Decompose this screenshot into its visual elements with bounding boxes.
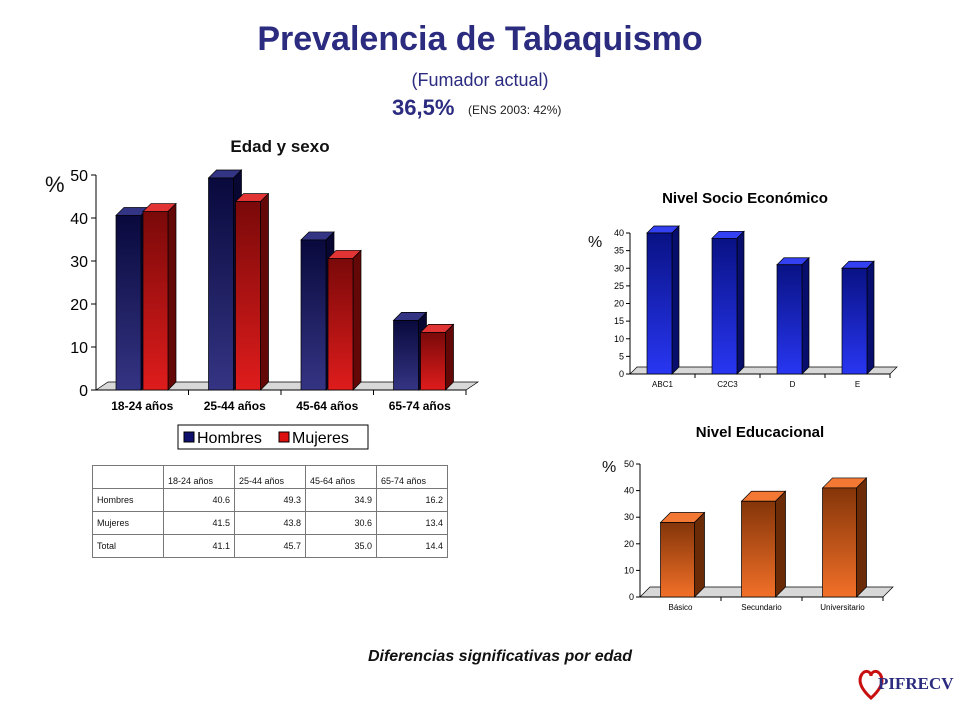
table-cell: 41.5 — [163, 511, 235, 535]
table-row: Total 41.1 45.7 35.0 14.4 — [92, 534, 448, 558]
table-cell: 40.6 — [163, 488, 235, 512]
table-cell: 14.4 — [376, 534, 448, 558]
table-cell: 41.1 — [163, 534, 235, 558]
chart-nse-ytick-label: 40 — [614, 228, 624, 238]
chart-edu-bar — [821, 477, 868, 598]
chart-nse-ytick-label: 35 — [614, 246, 624, 256]
table-row-label: Mujeres — [92, 511, 164, 535]
chart-edad-title: Edad y sexo — [230, 137, 330, 156]
chart-nse-xtick-label: ABC1 — [652, 380, 673, 389]
chart-nse-xtick-label: C2C3 — [717, 380, 738, 389]
chart-edad-ytick-label: 20 — [70, 297, 88, 314]
table-col-header: 45-64 años — [305, 465, 377, 489]
chart-edad: % 0 10 20 30 40 50 18-24 años 25-44 años 45-64 añ… — [45, 168, 480, 450]
chart-nse-ytick-label: 0 — [619, 369, 624, 379]
chart-nse-ytick-label: 20 — [614, 299, 624, 309]
chart-nse-title: Nivel Socio Económico — [662, 190, 828, 207]
table-header-row: 18-24 años 25-44 años 45-64 años 65-74 a… — [92, 465, 448, 489]
chart-nse-ytick-label: 5 — [619, 351, 624, 361]
chart-edad-xtick-label: 45-64 años — [296, 399, 358, 413]
chart-nse-xtick-label: E — [855, 380, 860, 389]
chart-nse-bar — [841, 260, 875, 375]
chart-nse-ytick-label: 10 — [614, 334, 624, 344]
table-row: Hombres 40.6 49.3 34.9 16.2 — [92, 488, 448, 512]
legend-label-hombres: Hombres — [197, 430, 262, 447]
table-cell: 16.2 — [376, 488, 448, 512]
table-cell: 45.7 — [234, 534, 306, 558]
chart-edad-ytick-label: 0 — [79, 383, 88, 400]
chart-edu: Nivel Educacional% 0 10 20 30 40 50 Básico Secun… — [602, 424, 894, 612]
chart-nse: Nivel Socio Económico% 0 5 10 15 20 25 30 35 40 AB… — [588, 190, 898, 389]
chart-nse-bar — [776, 256, 810, 375]
bar-mujeres — [419, 323, 455, 391]
bar-mujeres — [142, 202, 177, 391]
heart-logo-icon — [858, 669, 884, 701]
table-row-label: Hombres — [92, 488, 164, 512]
table-col-header: 65-74 años — [376, 465, 448, 489]
chart-edu-bar — [659, 511, 706, 598]
chart-edu-xtick-label: Universitario — [820, 603, 865, 612]
table-cell: 34.9 — [305, 488, 377, 512]
table-cell: 13.4 — [376, 511, 448, 535]
chart-nse-bar — [711, 230, 745, 375]
chart-edad-ytick-label: 50 — [70, 168, 88, 185]
chart-edu-xtick-label: Básico — [668, 603, 693, 612]
chart-edu-ytick-label: 20 — [624, 539, 634, 549]
chart-nse-ylabel: % — [588, 234, 602, 251]
chart-edu-ytick-label: 0 — [629, 592, 634, 602]
bar-mujeres — [234, 192, 270, 391]
chart-edad-xtick-label: 25-44 años — [204, 399, 266, 413]
chart-edad-legend — [177, 424, 369, 450]
headline-note: (ENS 2003: 42%) — [468, 103, 562, 117]
table-col-header: 25-44 años — [234, 465, 306, 489]
chart-edad-ylabel: % — [45, 172, 65, 197]
chart-edad-xtick-label: 18-24 años — [111, 399, 173, 413]
chart-edad-ytick-label: 40 — [70, 211, 88, 228]
chart-nse-xtick-label: D — [790, 380, 796, 389]
chart-edad-ytick-label: 10 — [70, 340, 88, 357]
chart-edu-ytick-label: 30 — [624, 512, 634, 522]
chart-edad-ytick-label: 30 — [70, 254, 88, 271]
pifrecv-logo: PIFRECV — [856, 664, 956, 704]
table-row: Mujeres 41.5 43.8 30.6 13.4 — [92, 511, 448, 535]
subtitle: (Fumador actual) — [411, 70, 549, 90]
table-cell: 30.6 — [305, 511, 377, 535]
table-col-header: 18-24 años — [163, 465, 235, 489]
chart-edu-title: Nivel Educacional — [696, 424, 824, 441]
main-title: Prevalencia de Tabaquismo — [257, 20, 703, 58]
chart-nse-ytick-label: 25 — [614, 281, 624, 291]
table-cell: 49.3 — [234, 488, 306, 512]
chart-edu-bar — [740, 490, 787, 598]
table-cell: 43.8 — [234, 511, 306, 535]
chart-nse-ytick-label: 30 — [614, 263, 624, 273]
chart-edu-ytick-label: 10 — [624, 565, 634, 575]
chart-edu-ylabel: % — [602, 459, 616, 476]
footer-note: Diferencias significativas por edad — [367, 648, 633, 665]
headline-value: 36,5% — [392, 95, 455, 120]
table-row-label: Total — [92, 534, 164, 558]
legend-swatch-hombres — [183, 431, 195, 443]
age-table: 18-24 años 25-44 años 45-64 años 65-74 a… — [92, 465, 448, 558]
chart-edu-ytick-label: 40 — [624, 486, 634, 496]
chart-edad-xtick-label: 65-74 años — [389, 399, 451, 413]
bar-mujeres — [327, 249, 362, 391]
logo-text: PIFRECV — [878, 674, 954, 693]
table-cell: 35.0 — [305, 534, 377, 558]
chart-edu-ytick-label: 50 — [624, 459, 634, 469]
chart-nse-bar — [646, 225, 680, 375]
table-corner — [92, 465, 164, 489]
chart-edu-xtick-label: Secundario — [741, 603, 782, 612]
legend-swatch-mujeres — [278, 431, 290, 443]
legend-label-mujeres: Mujeres — [292, 430, 349, 447]
chart-nse-ytick-label: 15 — [614, 316, 624, 326]
